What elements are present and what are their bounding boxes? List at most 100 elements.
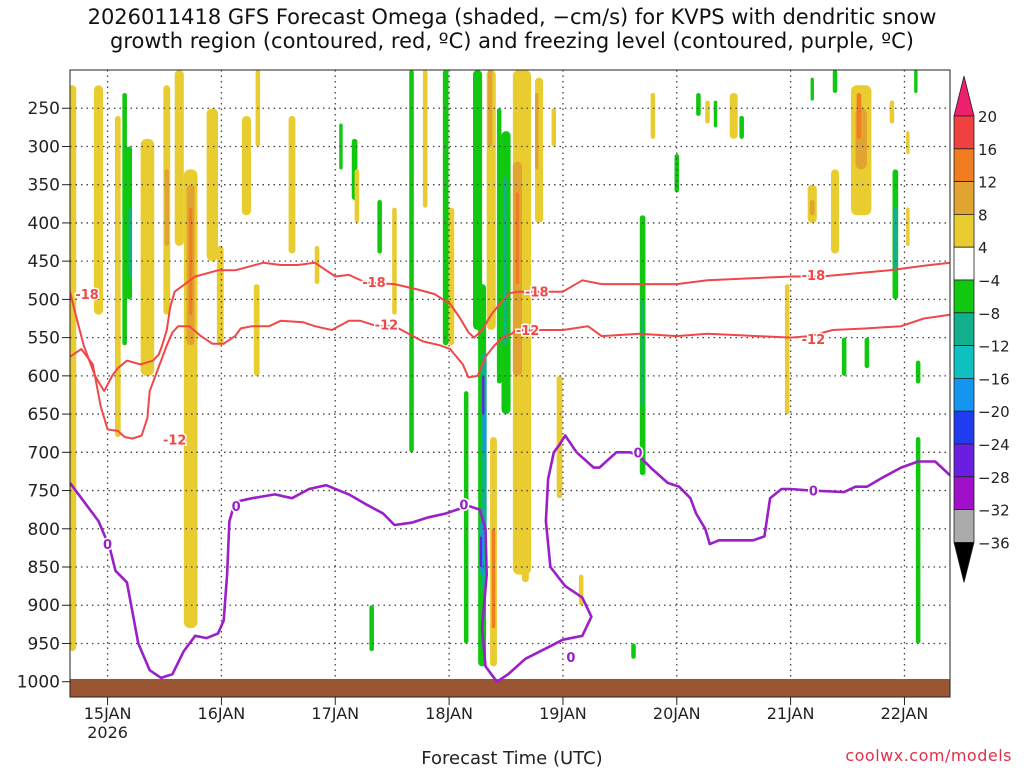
credit-link[interactable]: coolwx.com/models (845, 746, 1012, 765)
omega-shade-patch (496, 108, 502, 384)
omega-shade-patch (856, 92, 862, 139)
colorbar-label: −24 (978, 436, 1010, 454)
omega-shade-patch (809, 199, 815, 216)
x-tick-label: 19JAN (539, 704, 587, 723)
omega-shade-patch (377, 199, 382, 254)
omega-shade-patch (650, 92, 656, 139)
ground-fill (70, 679, 950, 697)
omega-shade-patch (631, 643, 636, 659)
x-tick-label: 18JAN (425, 704, 473, 723)
colorbar-label: −20 (978, 403, 1010, 421)
colorbar-top-arrow (953, 75, 975, 117)
y-tick-label: 400 (28, 214, 60, 234)
contour-lines (70, 261, 950, 683)
colorbar-segment (953, 312, 975, 346)
plot-frame (69, 69, 951, 698)
y-tick-label: 250 (28, 99, 60, 119)
colorbar-label: 16 (978, 141, 997, 159)
omega-shade-patch (784, 284, 790, 415)
colorbar-segment (953, 443, 975, 478)
colorbar-label: −32 (978, 502, 1010, 520)
omega-shade-patch (864, 337, 870, 369)
colorbar-label: −36 (978, 534, 1010, 552)
colorbar-segment (953, 410, 975, 445)
contour--12C (70, 313, 950, 440)
contour-label: 0 (809, 485, 818, 500)
y-tick-label: 450 (28, 252, 60, 272)
colorbar-segment (953, 115, 975, 150)
omega-shade-patch (810, 77, 814, 101)
omega-shade-patch (253, 284, 260, 376)
omega-shade-patch (521, 383, 529, 583)
omega-shade-patch (906, 207, 910, 246)
colorbar-legend: 20 16 12 8 4 −4 −8 −12 −16 −20 −24 −28 −32 −36 (953, 75, 1010, 583)
contour-label: -18 (75, 288, 99, 303)
omega-shade-patch (482, 375, 485, 415)
omega-shade-patch (487, 70, 493, 147)
omega-shade-patch (674, 154, 680, 193)
contour-label: -18 (802, 269, 826, 284)
contour-label: -12 (163, 433, 187, 448)
contour-labels: -18 -12 0 0 -18 -12 0 -18 -12 0 0 -18 -12 0 (74, 267, 827, 667)
y-tick-label: 700 (28, 443, 60, 463)
omega-shade-patch (174, 70, 184, 246)
contour-label: -18 (525, 286, 549, 301)
omega-shade-patch (914, 70, 918, 93)
y-axis: 250 300 350 400 450 500 550 600 650 700 750 800 850 9… (17, 99, 70, 693)
contour--18C (70, 261, 950, 393)
omega-shade-patch (841, 337, 847, 376)
chart-title-line-1: 2026011418 GFS Forecast Omega (shaded, −… (87, 5, 937, 29)
x-tick-label: 16JAN (198, 704, 246, 723)
y-tick-label: 1000 (17, 673, 60, 693)
omega-shade-patch (705, 100, 710, 124)
omega-shade-patch (535, 92, 539, 170)
chart-title-line-2: growth region (contoured, red, ºC) and f… (110, 29, 914, 53)
y-tick-label: 350 (28, 176, 60, 196)
colorbar-label: −8 (978, 305, 1000, 323)
omega-shade-patch (241, 115, 252, 216)
omega-shade-patch (392, 207, 397, 315)
omega-shade-patch (164, 169, 170, 246)
omega-shade-patch (832, 70, 838, 93)
colorbar-label: 4 (978, 239, 988, 257)
y-tick-label: 550 (28, 329, 60, 349)
omega-shade-patch (893, 207, 898, 269)
omega-shade-patch (515, 192, 520, 285)
omega-shade-patch (482, 406, 487, 453)
y-tick-label: 600 (28, 367, 60, 387)
contour-label: 0 (459, 498, 468, 513)
omega-shade-patch (696, 92, 701, 116)
y-tick-label: 300 (28, 137, 60, 157)
ground-surface (70, 679, 950, 697)
colorbar-segment (953, 476, 975, 510)
omega-shade-patch (288, 115, 296, 254)
omega-shade-patch (551, 108, 557, 147)
colorbar-label: −28 (978, 469, 1010, 487)
y-tick-label: 650 (28, 405, 60, 425)
omega-shade-patch (128, 207, 133, 277)
colorbar-segment (953, 345, 975, 379)
contour-0C (70, 434, 950, 683)
y-tick-label: 850 (28, 558, 60, 578)
omega-shade-patch (442, 70, 449, 346)
omega-shade-patch (140, 138, 155, 376)
colorbar-label: −4 (978, 272, 1000, 290)
x-tick-sublabel: 2026 (87, 723, 128, 742)
contour-label: 0 (103, 538, 112, 553)
contour-label: 0 (566, 651, 575, 666)
omega-shade-patch (463, 391, 469, 644)
colorbar-label: 8 (978, 206, 988, 224)
omega-shade-patch (122, 92, 127, 346)
y-tick-label: 900 (28, 596, 60, 616)
x-tick-label: 20JAN (653, 704, 701, 723)
y-tick-label: 500 (28, 290, 60, 310)
omega-shade-patch (184, 414, 191, 606)
omega-shade-patch (641, 299, 644, 407)
colorbar-segment (953, 279, 975, 314)
x-tick-label: 17JAN (311, 704, 359, 723)
omega-shade-patch (188, 207, 193, 315)
colorbar-segment (953, 213, 975, 248)
contour-label: -18 (362, 276, 386, 291)
